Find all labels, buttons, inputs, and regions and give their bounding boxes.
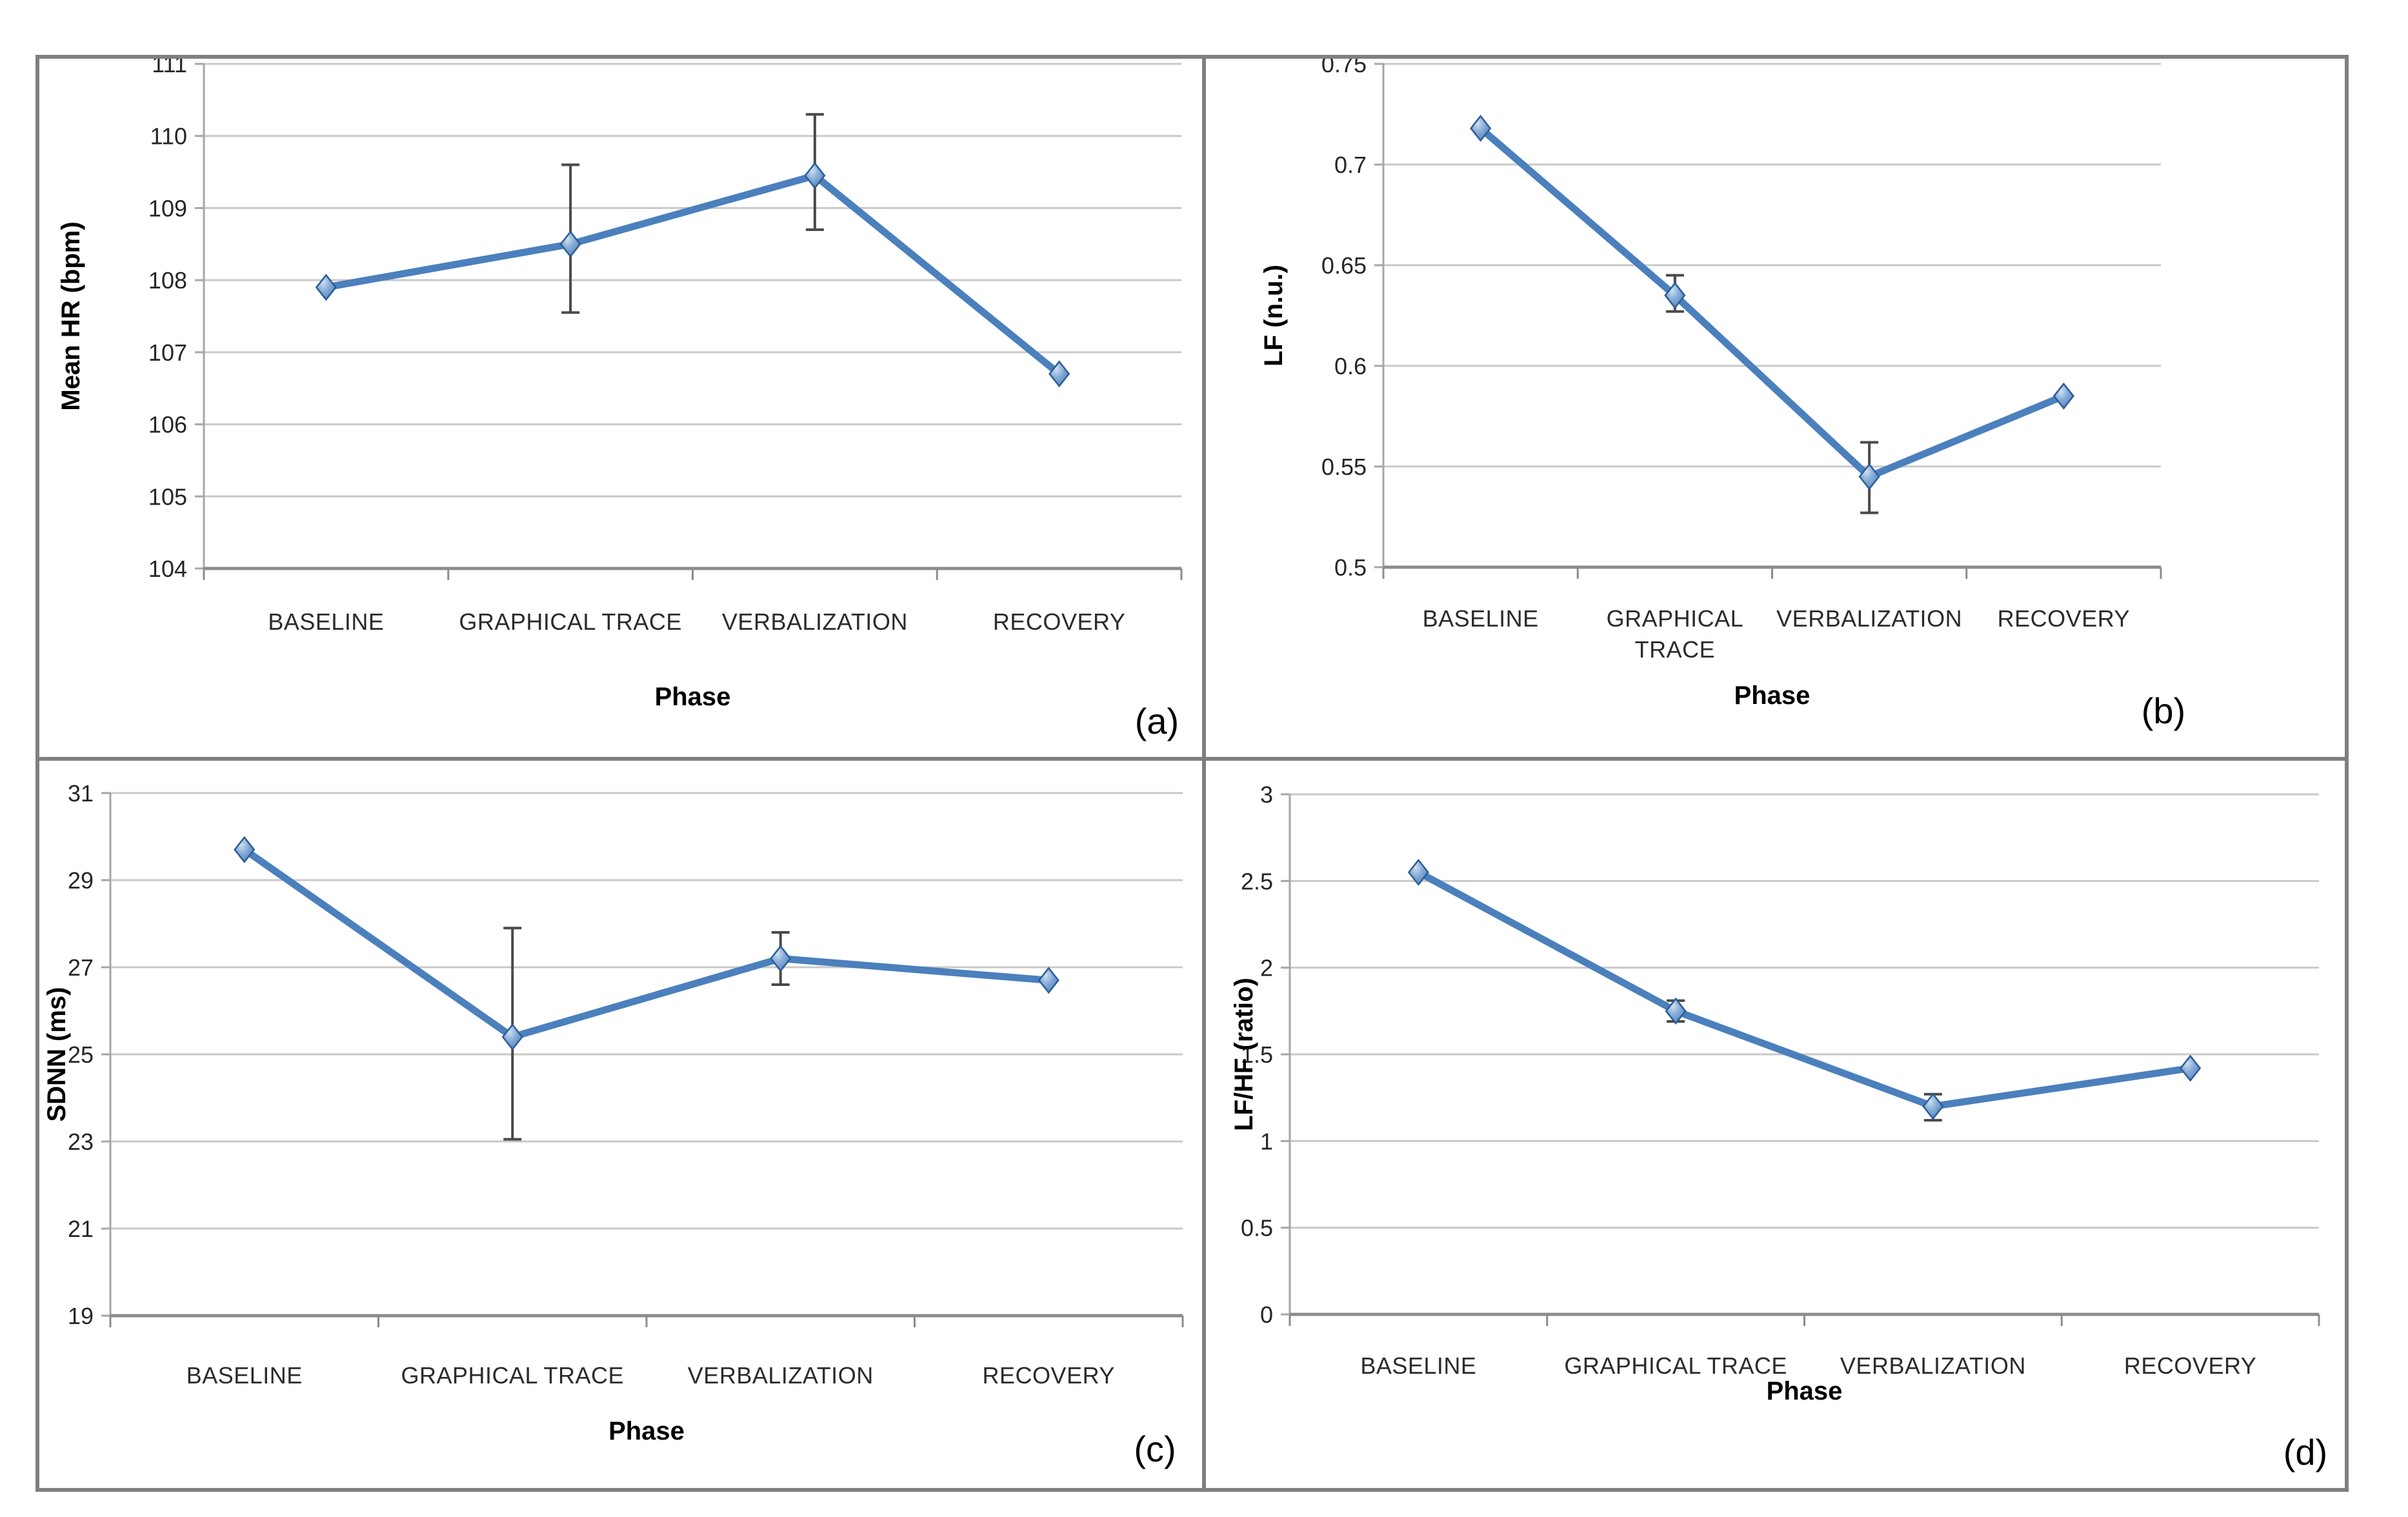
panel-letter: (a) (1135, 701, 1179, 741)
y-tick-label: 2.5 (1241, 868, 1273, 894)
y-tick-label: 0.55 (1321, 454, 1367, 480)
data-point-marker (315, 274, 337, 301)
x-category-label: GRAPHICAL TRACE (1564, 1352, 1787, 1379)
y-tick-label: 3 (1260, 781, 1273, 808)
y-tick-label: 104 (148, 556, 187, 582)
y-tick-label: 0.7 (1334, 152, 1367, 178)
x-axis-title: Phase (655, 683, 731, 711)
four-panel-line-chart-figure: 111 110 109 108 107 106 105 104 BASELINE GRAPHICA… (35, 55, 2349, 1492)
panel-divider-horizontal (39, 757, 2345, 761)
y-tick-label: 0.6 (1334, 353, 1367, 379)
x-category-label: BASELINE (1423, 605, 1539, 632)
y-tick-label: 27 (68, 954, 94, 981)
panel-letter: (d) (2283, 1432, 2327, 1472)
y-tick-label: 23 (68, 1129, 94, 1155)
x-category-label: VERBALIZATION (688, 1362, 874, 1389)
x-category-label: BASELINE (186, 1362, 303, 1389)
y-tick-label: 0 (1260, 1301, 1273, 1328)
data-point-marker (1048, 360, 1070, 388)
y-tick-label: 31 (68, 780, 94, 807)
y-tick-label: 0.75 (1321, 59, 1367, 77)
data-point-marker (234, 836, 256, 863)
data-point-marker (1858, 463, 1880, 490)
data-point-marker (770, 945, 792, 972)
y-tick-label: 29 (68, 867, 94, 894)
x-axis-title: Phase (1767, 1377, 1843, 1405)
data-point-marker (1664, 281, 1686, 309)
data-point-marker (501, 1023, 523, 1051)
x-category-label: RECOVERY (1998, 605, 2130, 632)
data-point-marker (1922, 1092, 1944, 1120)
x-category-label: RECOVERY (983, 1362, 1115, 1389)
chart-lf-hf-ratio: 3 2.5 2 1.5 1 0.5 0 BASELINE GRAPHICAL TRACE VERB… (1230, 781, 2327, 1472)
y-tick-label: 1 (1260, 1128, 1273, 1154)
x-category-label: GRAPHICAL TRACE (459, 608, 682, 635)
y-axis-title: LF (n.u.) (1259, 265, 1288, 367)
x-category-label: GRAPHICAL TRACE (1607, 605, 1744, 663)
data-point-marker (1407, 858, 1429, 886)
y-axis-title: Mean HR (bpm) (57, 221, 85, 410)
y-tick-label: 0.65 (1321, 252, 1367, 279)
y-tick-label: 105 (148, 483, 187, 510)
panel-letter: (c) (1134, 1429, 1176, 1469)
y-tick-label: 1.5 (1241, 1041, 1273, 1068)
chart-lf-nu: 0.75 0.7 0.65 0.6 0.55 0.5 BASELINE GRAPHICAL TR… (1259, 59, 2185, 731)
panel-a: 111 110 109 108 107 106 105 104 BASELINE GRAPHICA… (39, 59, 1202, 757)
x-category-label: BASELINE (268, 608, 384, 635)
x-axis-title: Phase (608, 1417, 685, 1445)
y-tick-label: 106 (148, 412, 187, 438)
x-category-label: VERBALIZATION (1776, 605, 1962, 632)
series-line (1414, 869, 2194, 1110)
chart-mean-hr: 111 110 109 108 107 106 105 104 BASELINE GRAPHICA… (57, 59, 1183, 741)
series-line (1477, 125, 2067, 481)
y-tick-label: 0.5 (1241, 1215, 1273, 1241)
panel-d: 3 2.5 2 1.5 1 0.5 0 BASELINE GRAPHICAL TRACE VERB… (1206, 761, 2345, 1488)
y-tick-label: 109 (148, 195, 187, 221)
panel-letter: (b) (2142, 690, 2185, 731)
y-tick-label: 108 (148, 267, 187, 294)
y-tick-label: 111 (152, 59, 187, 77)
y-tick-label: 107 (148, 339, 187, 366)
panel-divider-vertical (1202, 59, 1206, 1488)
x-category-label: BASELINE (1360, 1352, 1476, 1379)
x-category-label: VERBALIZATION (722, 608, 908, 635)
x-category-label: GRAPHICAL TRACE (401, 1362, 624, 1389)
chart-sdnn: 31 29 27 25 23 21 19 BASELINE GRAPHICAL TRACE VER… (43, 780, 1184, 1469)
data-point-marker (1665, 997, 1687, 1025)
data-point-marker (559, 230, 581, 258)
data-point-marker (2052, 382, 2074, 410)
data-point-marker (1470, 114, 1492, 142)
y-tick-label: 2 (1260, 955, 1273, 981)
y-tick-label: 21 (68, 1216, 94, 1242)
series-line (241, 846, 1052, 1041)
x-category-label: RECOVERY (993, 608, 1125, 635)
x-axis-title: Phase (1734, 681, 1811, 710)
x-category-label: VERBALIZATION (1840, 1352, 2026, 1379)
y-axis-title: LF/HF (ratio) (1230, 978, 1258, 1131)
y-tick-label: 0.5 (1334, 554, 1367, 581)
data-point-marker (804, 162, 826, 190)
x-category-label: RECOVERY (2124, 1352, 2256, 1379)
y-tick-label: 19 (68, 1303, 94, 1329)
data-point-marker (2180, 1054, 2202, 1082)
y-tick-label: 110 (150, 123, 187, 150)
panel-c: 31 29 27 25 23 21 19 BASELINE GRAPHICAL TRACE VER… (39, 761, 1202, 1488)
data-point-marker (1038, 967, 1059, 994)
series-line (322, 172, 1063, 377)
panel-b: 0.75 0.7 0.65 0.6 0.55 0.5 BASELINE GRAPHICAL TR… (1206, 59, 2345, 757)
y-axis-title: SDNN (ms) (43, 987, 71, 1122)
y-tick-label: 25 (68, 1041, 94, 1068)
